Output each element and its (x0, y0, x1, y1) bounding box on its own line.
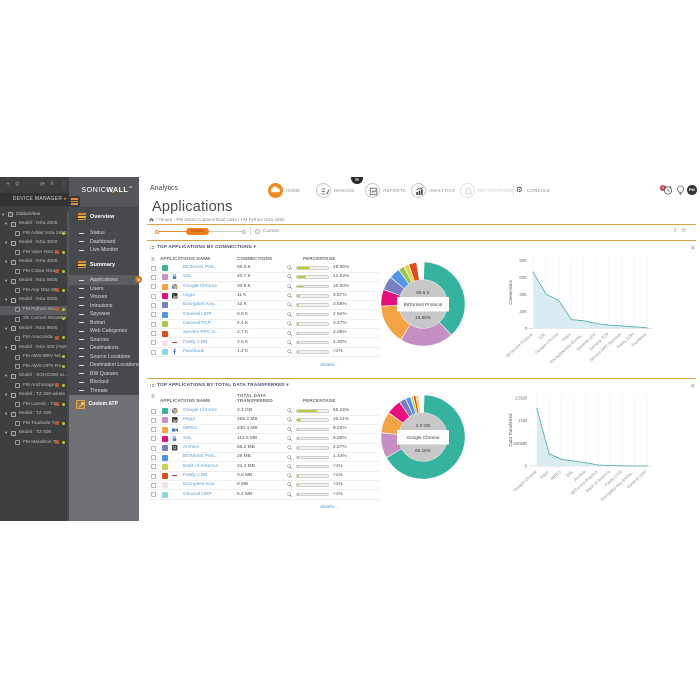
svg-text:BitTorrent Protocol: BitTorrent Protocol (404, 302, 443, 307)
svg-text:40K: 40K (519, 292, 527, 297)
svg-text:Imgur: Imgur (561, 331, 573, 342)
svg-text:Connections: Connections (508, 279, 513, 304)
svg-text:Data Transferred: Data Transferred (508, 413, 513, 447)
svg-text:60K: 60K (519, 275, 527, 280)
svg-text:0: 0 (525, 464, 528, 469)
svg-text:20K: 20K (519, 309, 527, 314)
svg-text:SSL: SSL (537, 331, 547, 340)
svg-text:0: 0 (525, 326, 528, 331)
svg-text:2.3 GB: 2.3 GB (416, 423, 431, 428)
svg-text:SSL: SSL (565, 469, 575, 478)
svg-text:66.5 K: 66.5 K (416, 289, 430, 294)
svg-text:18.96%: 18.96% (415, 314, 431, 319)
svg-text:65.16%: 65.16% (415, 448, 431, 453)
svg-text:Google Chrome: Google Chrome (512, 469, 538, 493)
svg-text:80K: 80K (519, 258, 527, 263)
svg-text:BitTorrent Protocol: BitTorrent Protocol (505, 331, 534, 358)
svg-text:1.5GB: 1.5GB (515, 396, 527, 401)
svg-text:500MB: 500MB (513, 441, 527, 446)
svg-text:Google Chrome: Google Chrome (406, 435, 439, 440)
svg-text:1GB: 1GB (518, 418, 527, 423)
svg-text:Imgur: Imgur (539, 469, 551, 480)
svg-text:Google Chrome: Google Chrome (534, 331, 560, 355)
svg-text:MPEG: MPEG (550, 469, 563, 481)
